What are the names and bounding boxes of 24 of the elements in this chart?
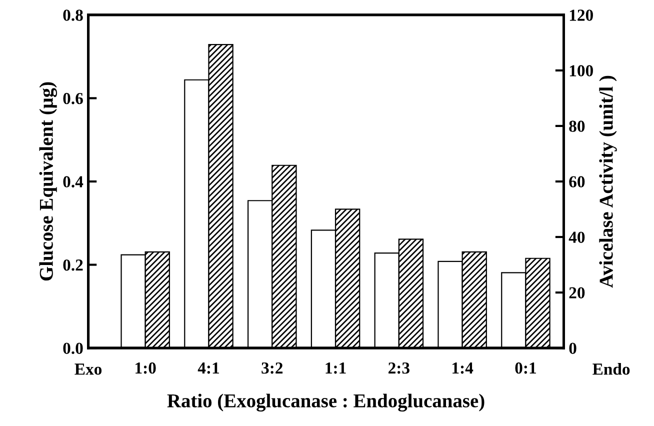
x-tick-label: 0:1 [515,362,536,374]
x-tick-label: 1:4 [452,362,474,374]
y2-tick-label: 20 [569,287,585,298]
y2-tick-label: 120 [570,10,593,21]
text: Exo [74,364,102,375]
y2-tick-label: 100 [570,65,593,76]
y2-tick-label: 0 [569,342,576,354]
text: Endo [592,363,630,375]
y-tick-label: 0.0 [63,342,83,354]
x-axis-title: Ratio (Exoglucanase : Endoglucanase) [167,394,484,412]
y-tick-label: 0.6 [63,92,83,104]
y-tick-label: 0.4 [63,176,84,188]
y2-axis-title: Avicelase Activity (unit/l ) [599,76,617,288]
y-tick-label: 0.2 [63,259,83,271]
x-tick-label: 4:1 [198,362,219,374]
x-tick-label: 1:0 [136,362,156,374]
y2-tick-label: 60 [569,176,585,188]
y-tick-label: 0.8 [63,10,83,21]
x-tick-label: 3:2 [262,362,283,374]
x-tick-label: 1:1 [326,362,346,374]
y2-tick-label: 40 [568,232,585,243]
x-tick-label: 2:3 [388,362,410,374]
y-axis-title: Glucose Equivalent (μg) [39,82,58,281]
y2-tick-label: 80 [569,120,585,132]
